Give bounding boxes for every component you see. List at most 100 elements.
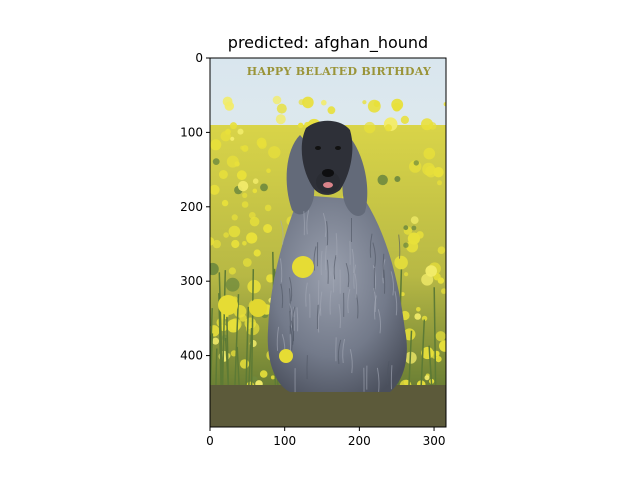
fur-strand (398, 234, 401, 259)
fur-strand (394, 291, 398, 316)
fur-strand (351, 248, 355, 274)
fur-strand (338, 304, 341, 329)
flower-blossom (377, 174, 388, 186)
fur-strand (316, 304, 319, 330)
flower-blossom (253, 249, 261, 257)
flower-blossom (268, 146, 281, 159)
flower-blossom (400, 115, 409, 124)
flower-blossom (230, 122, 237, 130)
flower-blossom (443, 102, 446, 107)
flower-blossom (218, 170, 228, 179)
flower-blossom (321, 99, 327, 106)
flower-blossom (302, 96, 314, 109)
flower-blossom (236, 170, 247, 181)
flower-blossom (424, 375, 430, 381)
x-tick-label: 300 (423, 434, 446, 448)
flower-blossom (251, 376, 258, 383)
dog-eye-right (335, 146, 341, 150)
fur-strand (369, 233, 373, 258)
fur-strand (382, 253, 385, 278)
flower-blossom (437, 246, 446, 254)
fur-strand (342, 338, 346, 364)
fur-strand (320, 291, 323, 316)
fur-strand (349, 348, 353, 374)
fur-strand (372, 265, 377, 290)
fur-strand (376, 367, 380, 392)
flower-blossom (416, 307, 421, 312)
fur-strand (337, 339, 342, 364)
foreground-flower (218, 295, 238, 315)
flower-blossom (252, 188, 258, 194)
fur-strand (390, 365, 393, 390)
fur-strand (345, 262, 350, 288)
flower-blossom (394, 176, 401, 182)
flower-blossom (239, 359, 250, 369)
flower-blossom (229, 318, 242, 331)
afghan-hound (267, 120, 407, 393)
flower-blossom (246, 232, 258, 244)
x-tick-label: 0 (206, 434, 214, 448)
flower-blossom (259, 370, 268, 378)
fur-strand (313, 246, 317, 271)
fur-strand (372, 242, 376, 267)
x-axis: 0 100 200 300 (206, 427, 446, 448)
flower-blossom (364, 121, 376, 134)
fur-strand (333, 255, 337, 280)
fur-strand (390, 271, 395, 296)
fur-strand (279, 258, 283, 283)
flower-blossom (260, 183, 268, 192)
fur-strand (322, 212, 327, 238)
flower-blossom (298, 122, 304, 128)
fur-strand (289, 311, 291, 336)
flower-blossom (272, 95, 282, 105)
fur-strand (290, 320, 294, 345)
flower-blossom (414, 313, 422, 320)
flower-blossom (367, 99, 381, 113)
flower-blossom (242, 258, 252, 267)
fur-strand (276, 326, 280, 351)
flower-blossom (228, 267, 236, 275)
fur-strand (326, 259, 329, 284)
flower-blossom (413, 160, 419, 166)
flower-blossom (242, 192, 248, 198)
flower-blossom (421, 118, 433, 131)
flower-blossom (425, 265, 438, 277)
foreground-flower (249, 299, 267, 317)
flower-blossom (225, 128, 231, 135)
flower-blossom (362, 100, 367, 105)
foreground-flower (279, 349, 293, 363)
fur-strand (335, 233, 338, 258)
flower-blossom (210, 184, 220, 195)
flower-blossom (228, 225, 241, 238)
flower-blossom (391, 98, 404, 111)
flower-blossom (212, 158, 220, 166)
dog-photo: HAPPY BELATED BIRTHDAY (210, 58, 446, 427)
flower-blossom (403, 379, 410, 386)
x-tick-label: 100 (273, 434, 296, 448)
flower-blossom (403, 242, 409, 248)
flower-blossom (210, 262, 219, 276)
fur-strand (325, 245, 327, 271)
fur-strand (280, 283, 284, 308)
flower-blossom (437, 277, 445, 284)
fur-strand (289, 303, 293, 328)
flower-blossom (249, 216, 260, 227)
flower-blossom (435, 331, 446, 342)
flower-blossom (252, 178, 259, 184)
flower-blossom (403, 225, 409, 231)
fur-strand (320, 250, 323, 276)
flower-stem (210, 333, 214, 421)
photo-caption-text: HAPPY BELATED BIRTHDAY (247, 65, 431, 78)
flower-blossom (248, 212, 256, 219)
flower-blossom (212, 239, 221, 249)
fur-strand (280, 220, 284, 245)
fur-strand (354, 273, 358, 298)
fur-strand (289, 326, 293, 351)
flower-blossom (394, 255, 408, 270)
y-tick-label: 400 (180, 349, 203, 363)
flower-blossom (231, 239, 240, 249)
y-tick-label: 300 (180, 274, 203, 288)
flower-blossom (423, 147, 436, 160)
y-tick-label: 200 (180, 200, 203, 214)
flower-blossom (210, 139, 222, 151)
